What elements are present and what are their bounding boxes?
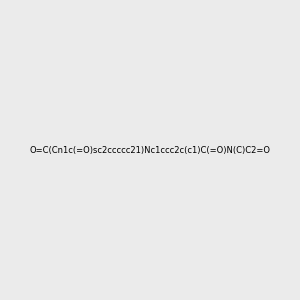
Text: O=C(Cn1c(=O)sc2ccccc21)Nc1ccc2c(c1)C(=O)N(C)C2=O: O=C(Cn1c(=O)sc2ccccc21)Nc1ccc2c(c1)C(=O)… [29,146,271,154]
